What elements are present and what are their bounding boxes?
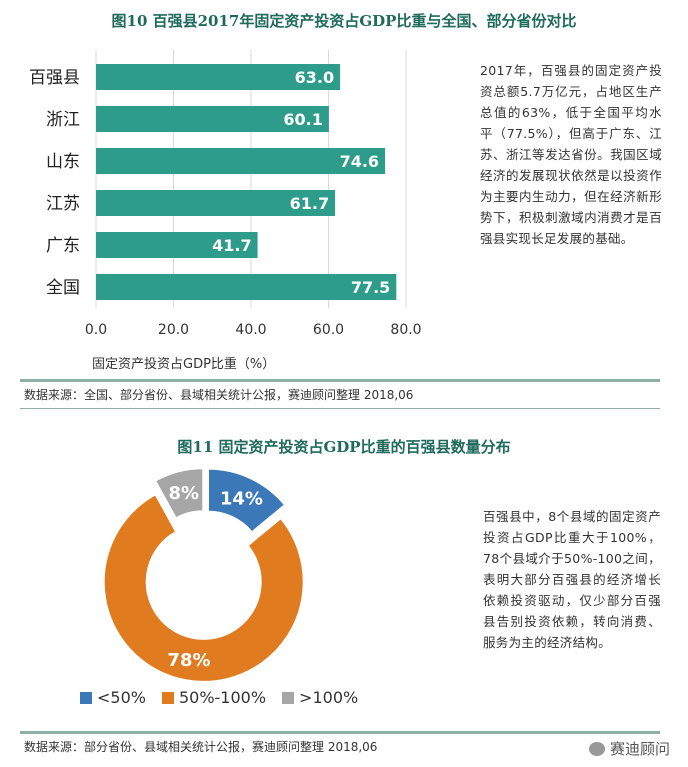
divider [20,731,660,734]
data-label: 74.6 [340,152,379,171]
legend-label: <50% [97,688,146,707]
legend-item: >100% [282,688,358,707]
legend-swatch [80,691,92,704]
data-label: 61.7 [290,194,329,213]
figure2-description: 百强县中，8个县域的固定资产投资占GDP比重大于100%，78个县域介于50%-… [483,509,661,650]
x-tick-label: 60.0 [313,322,344,338]
divider [20,408,660,409]
donut-slice [102,492,305,683]
category-label: 浙江 [46,110,80,130]
slice-label: 8% [168,483,199,504]
category-label: 百强县 [29,68,80,88]
legend-label: >100% [299,688,359,707]
divider [20,379,660,382]
legend-swatch [161,691,174,704]
bar [96,274,397,300]
category-label: 广东 [46,236,80,256]
data-label: 77.5 [351,278,390,297]
data-label: 63.0 [295,68,334,87]
legend-item: <50% [80,688,146,707]
figure2-title: 图11 固定资产投资占GDP比重的百强县数量分布 [177,438,511,456]
bar [96,190,336,216]
bar-chart: 0.0 20.0 40.0 60.0 80.0 百强县 63.0 浙江 60.1 山东 74.6 江苏… [29,50,422,338]
x-tick-label: 40.0 [235,322,266,338]
figure1-title: 图10 百强县2017年固定资产投资占GDP比重与全国、部分省份对比 [111,12,577,30]
bar [96,148,386,174]
x-tick-label: 20.0 [158,322,189,338]
data-label: 60.1 [283,110,322,129]
legend-swatch [282,691,295,704]
watermark: 赛迪顾问 [588,738,670,759]
wechat-icon [588,741,605,756]
donut-slice [206,467,287,534]
x-tick-label: 0.0 [85,322,107,338]
x-tick-label: 80.0 [390,322,421,338]
watermark-text: 赛迪顾问 [609,740,670,758]
figure2-source: 数据来源：部分省份、县域相关统计公报，赛迪顾问整理 2018,06 [24,740,378,754]
bar [96,232,258,258]
category-label: 山东 [46,152,80,172]
bar [96,64,341,90]
data-label: 41.7 [212,236,251,255]
figure1-source: 数据来源：全国、部分省份、县域相关统计公报，赛迪顾问整理 2018,06 [24,388,414,402]
x-axis-label: 固定资产投资占GDP比重（%） [92,357,276,372]
slice-label: 78% [167,650,210,671]
legend-item: 50%-100% [161,688,267,707]
figure1-description: 2017年，百强县的固定资产投资总额5.7万亿元，占地区生产总值的63%，低于全… [480,63,662,246]
donut-chart: 14% 78% 8% [102,467,305,683]
category-label: 江苏 [46,194,80,214]
donut-slice [153,467,205,520]
category-label: 全国 [46,278,80,298]
donut-legend: <50% 50%-100% >100% [80,688,358,707]
legend-label: 50%-100% [178,688,267,707]
slice-label: 14% [220,489,263,510]
bar [96,106,329,132]
